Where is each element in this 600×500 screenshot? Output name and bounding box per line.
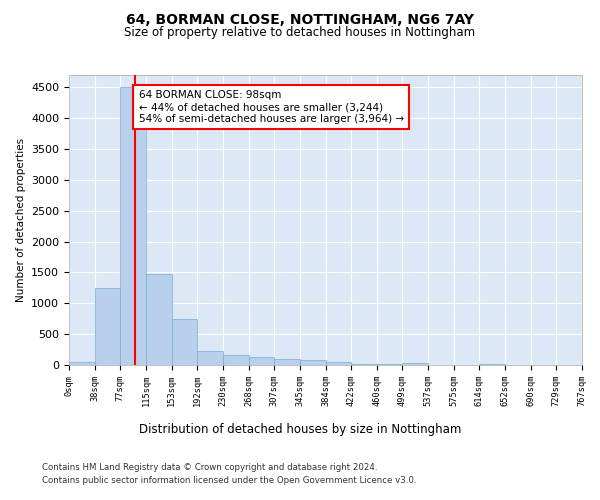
Bar — [274, 358, 300, 365]
Bar — [403, 363, 428, 365]
Text: Size of property relative to detached houses in Nottingham: Size of property relative to detached ho… — [124, 26, 476, 39]
Bar — [121, 88, 146, 365]
Bar — [351, 364, 377, 365]
Text: 64, BORMAN CLOSE, NOTTINGHAM, NG6 7AY: 64, BORMAN CLOSE, NOTTINGHAM, NG6 7AY — [126, 12, 474, 26]
Bar — [223, 355, 248, 365]
Bar — [479, 364, 505, 365]
Text: Distribution of detached houses by size in Nottingham: Distribution of detached houses by size … — [139, 422, 461, 436]
Text: 64 BORMAN CLOSE: 98sqm
← 44% of detached houses are smaller (3,244)
54% of semi-: 64 BORMAN CLOSE: 98sqm ← 44% of detached… — [139, 90, 404, 124]
Y-axis label: Number of detached properties: Number of detached properties — [16, 138, 26, 302]
Bar — [248, 357, 274, 365]
Text: Contains HM Land Registry data © Crown copyright and database right 2024.: Contains HM Land Registry data © Crown c… — [42, 462, 377, 471]
Bar — [69, 362, 95, 365]
Bar — [300, 360, 325, 365]
Bar — [377, 364, 403, 365]
Bar — [172, 318, 197, 365]
Text: Contains public sector information licensed under the Open Government Licence v3: Contains public sector information licen… — [42, 476, 416, 485]
Bar — [95, 288, 121, 365]
Bar — [325, 362, 351, 365]
Bar — [197, 351, 223, 365]
Bar — [146, 274, 172, 365]
